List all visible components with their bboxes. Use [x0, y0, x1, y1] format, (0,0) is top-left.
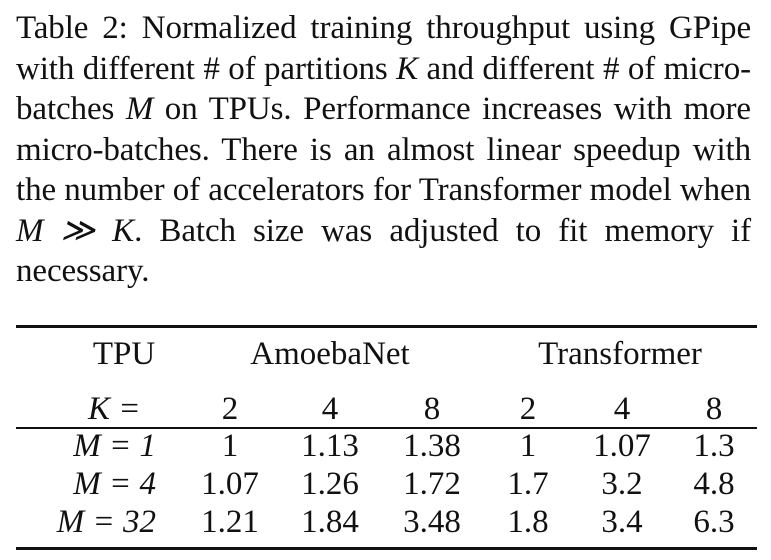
throughput-value-cell: 1 [519, 428, 537, 464]
row-label-m: M = 1 [73, 428, 156, 464]
table-top-rule [16, 325, 757, 328]
caption-text-part-2: and different # of micro-batches [16, 50, 751, 128]
caption-math-m: M [125, 91, 154, 127]
throughput-value-cell: 1.72 [403, 466, 461, 502]
throughput-value-cell: 6.3 [693, 504, 735, 540]
throughput-value-cell: 1.07 [593, 428, 651, 464]
table-bottom-rule [16, 547, 757, 550]
throughput-value-cell: 1.26 [301, 466, 359, 502]
caption-text-part-3: on TPUs. Performance increases with more… [16, 91, 751, 208]
caption-label: Table 2: [16, 10, 128, 46]
throughput-value-cell: 4.8 [693, 466, 735, 502]
throughput-value-cell: 3.48 [403, 504, 461, 540]
throughput-value-cell: 1.8 [507, 504, 549, 540]
k-value-cell: 4 [321, 391, 339, 427]
throughput-value-cell: 3.2 [601, 466, 643, 502]
k-value-cell: 4 [613, 391, 631, 427]
table-corner-header: TPU [92, 336, 156, 372]
caption-math-k: K [396, 50, 419, 87]
throughput-value-cell: 1.7 [507, 466, 549, 502]
throughput-value-cell: 1.21 [201, 504, 259, 540]
throughput-value-cell: 1.84 [301, 504, 359, 540]
k-value-cell: 2 [221, 391, 239, 427]
throughput-value-cell: 1.3 [693, 428, 735, 464]
caption-text-part-1: Normalized training throughput using GPi… [16, 10, 751, 87]
table-middle-rule [16, 427, 757, 429]
group-header-transformer: Transformer [538, 336, 702, 372]
table-caption: Table 2: Normalized training throughput … [16, 8, 751, 292]
group-header-amoebanet: AmoebaNet [250, 336, 410, 372]
throughput-value-cell: 1.07 [201, 466, 259, 502]
throughput-value-cell: 1 [221, 428, 239, 464]
caption-math-condition: M ≫ K [16, 212, 135, 249]
k-value-cell: 8 [423, 391, 441, 427]
row-label-m: M = 32 [56, 504, 156, 540]
throughput-value-cell: 1.38 [403, 428, 461, 464]
k-value-cell: 2 [519, 391, 537, 427]
throughput-value-cell: 3.4 [601, 504, 643, 540]
throughput-value-cell: 1.13 [301, 428, 359, 464]
caption-text-part-4: . Batch size was adjusted to fit memory … [16, 212, 751, 290]
k-row-label: K = [88, 391, 141, 427]
k-value-cell: 8 [705, 391, 723, 427]
row-label-m: M = 4 [73, 466, 156, 502]
